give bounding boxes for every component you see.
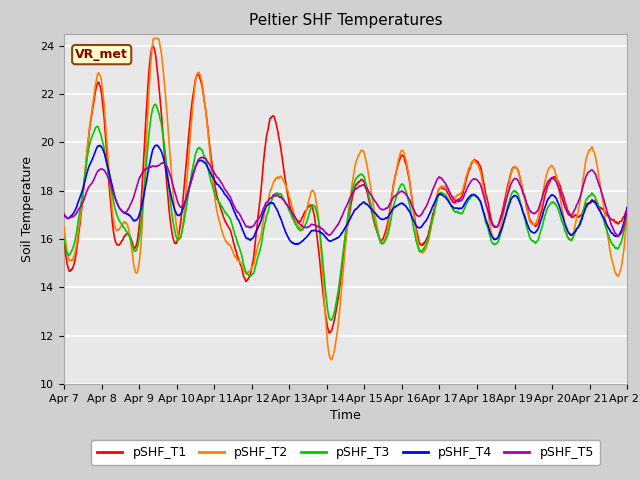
Y-axis label: Soil Temperature: Soil Temperature bbox=[22, 156, 35, 262]
X-axis label: Time: Time bbox=[330, 409, 361, 422]
Legend: pSHF_T1, pSHF_T2, pSHF_T3, pSHF_T4, pSHF_T5: pSHF_T1, pSHF_T2, pSHF_T3, pSHF_T4, pSHF… bbox=[91, 440, 600, 465]
Text: VR_met: VR_met bbox=[76, 48, 128, 61]
Title: Peltier SHF Temperatures: Peltier SHF Temperatures bbox=[249, 13, 442, 28]
